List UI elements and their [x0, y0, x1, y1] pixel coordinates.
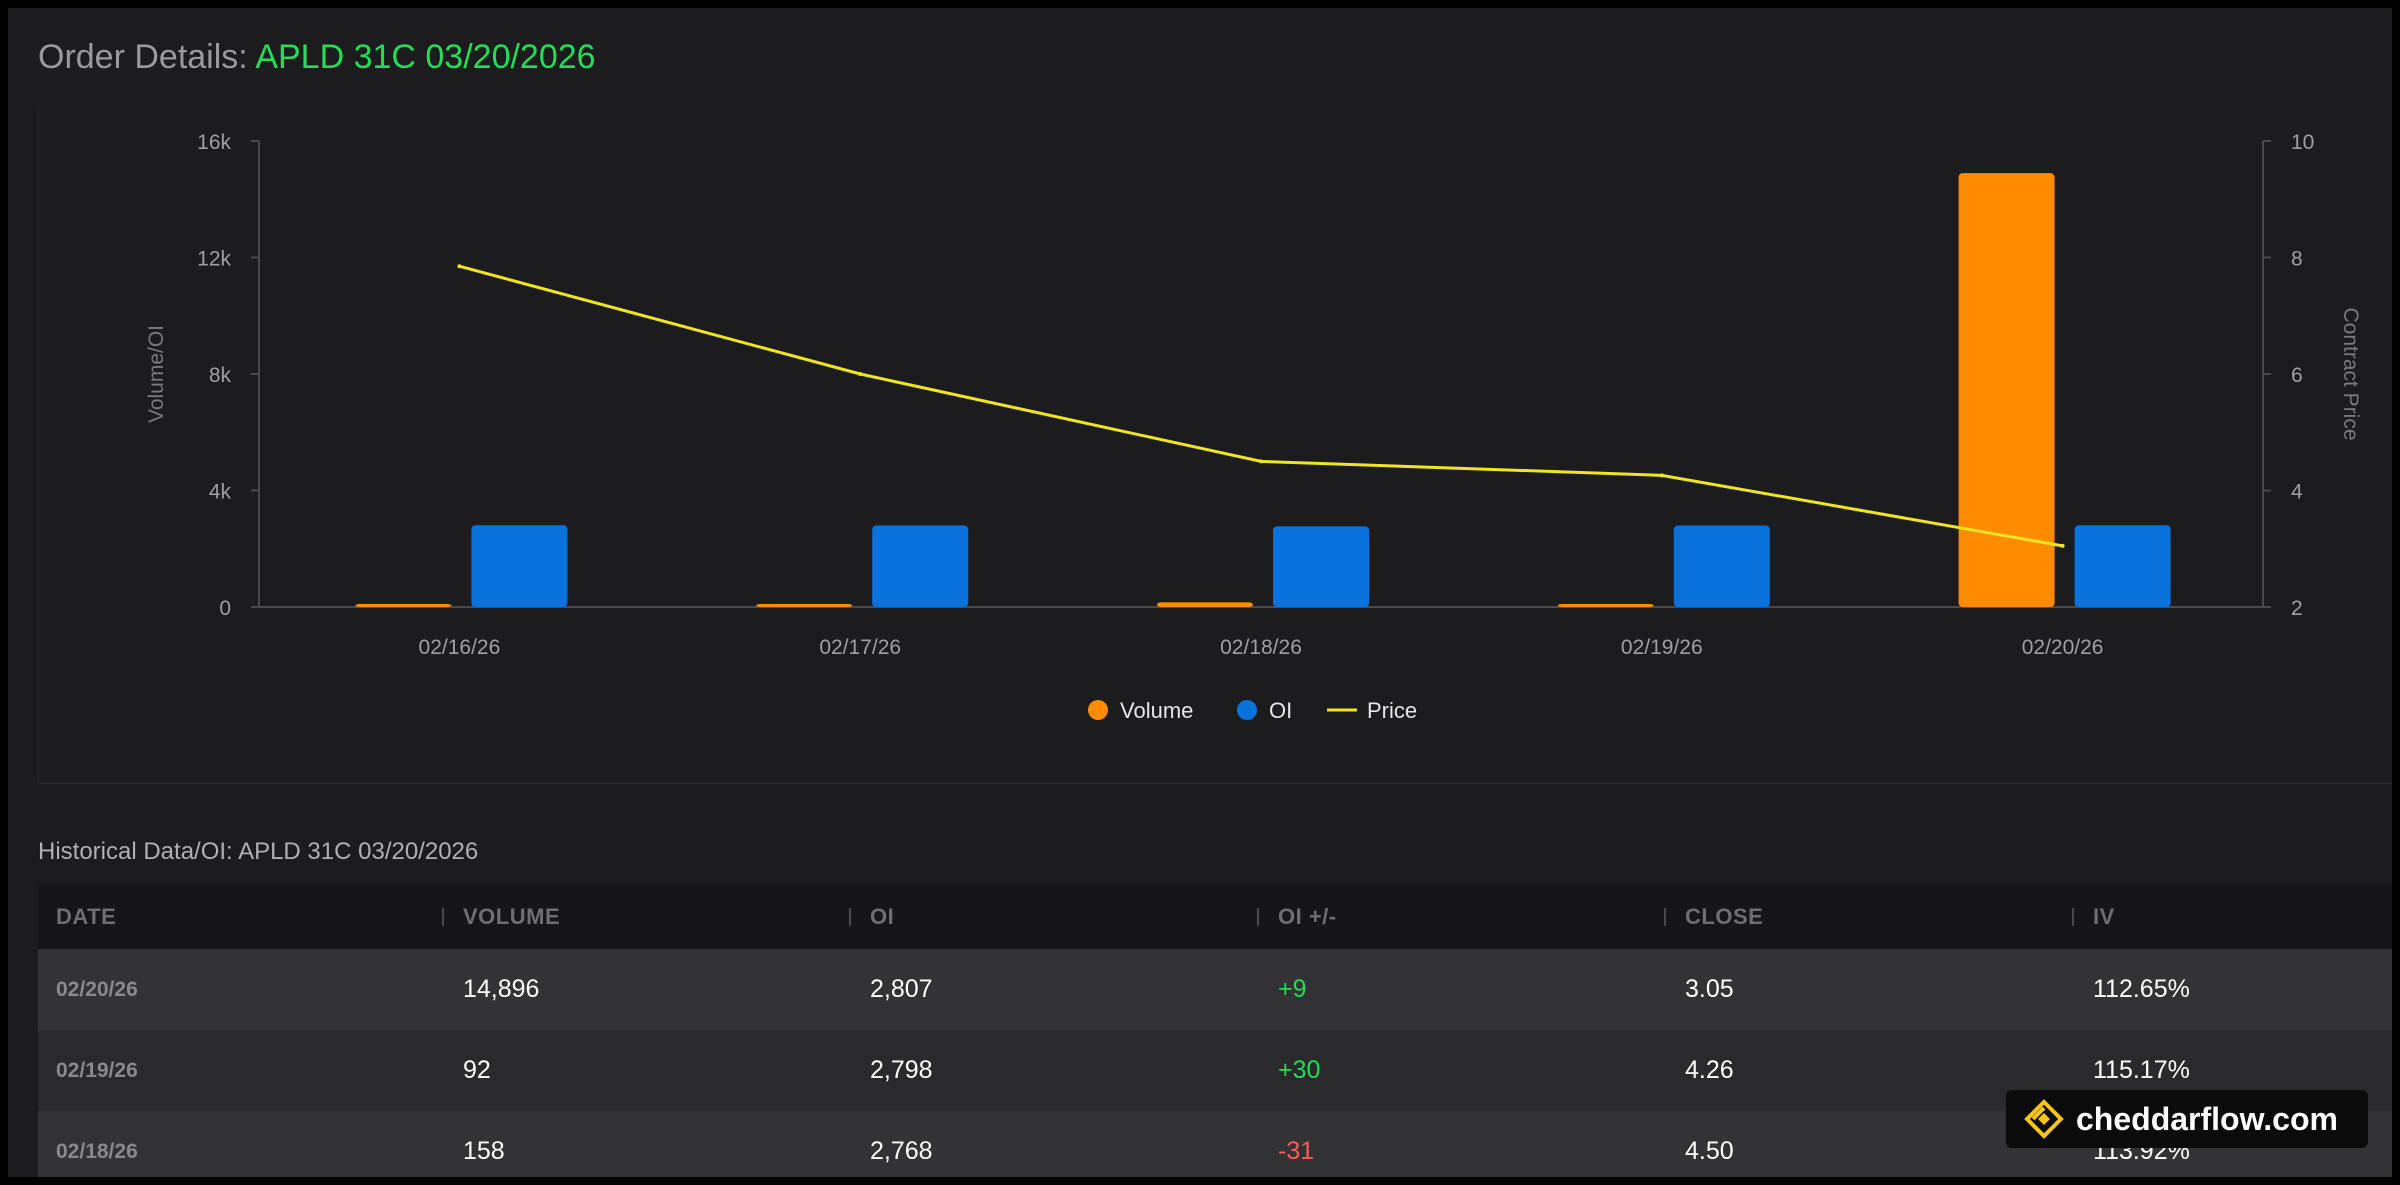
cell-iv: 112.65% [2093, 975, 2190, 1003]
cell-volume: 158 [463, 1137, 505, 1165]
column-resize-handle[interactable] [2072, 908, 2074, 926]
page-title-prefix: Order Details: [38, 38, 256, 76]
column-header-close[interactable]: CLOSE [1685, 904, 1764, 929]
volume-bar[interactable] [1958, 173, 2055, 607]
y2-tick-label: 2 [2291, 597, 2303, 620]
cell-iv: 115.17% [2093, 1056, 2190, 1084]
y-tick-label: 4k [209, 481, 232, 504]
price-line[interactable] [459, 264, 2063, 548]
price-point[interactable] [457, 264, 462, 269]
table-body: 02/20/26 14,896 2,807 +9 3.05 112.65% 02/19/26… [38, 949, 2392, 1177]
oi-bar[interactable] [2074, 525, 2171, 607]
table-header: DATE VOLUME OI OI +/- CLOSE IV [38, 884, 2392, 949]
y2-tick-label: 6 [2291, 364, 2303, 387]
page-title: Order Details: APLD 31C 03/20/2026 [38, 38, 596, 77]
cheddarflow-watermark[interactable]: cheddarflow.com [2006, 1090, 2368, 1148]
cell-date: 02/19/26 [56, 1059, 138, 1082]
cell-close: 4.26 [1685, 1056, 1734, 1084]
cell-oi: 2,807 [870, 975, 933, 1003]
column-header-date[interactable]: DATE [56, 904, 117, 929]
volume-bar[interactable] [1557, 604, 1654, 607]
x-tick-label: 02/19/26 [1621, 636, 1703, 659]
cell-close: 3.05 [1685, 975, 1734, 1003]
cell-oi-change: +30 [1278, 1056, 1321, 1084]
y-tick-label: 16k [197, 131, 231, 154]
y2-tick-label: 4 [2291, 481, 2303, 504]
price-point[interactable] [1659, 473, 1664, 478]
cell-volume: 14,896 [463, 975, 540, 1003]
cell-date: 02/20/26 [56, 978, 138, 1001]
contract-name: APLD 31C 03/20/2026 [255, 38, 596, 76]
y2-tick-label: 8 [2291, 248, 2303, 271]
cell-oi-change: -31 [1278, 1137, 1315, 1165]
history-section-title: Historical Data/OI: APLD 31C 03/20/2026 [38, 838, 479, 865]
column-resize-handle[interactable] [1664, 908, 1666, 926]
oi-bar[interactable] [1673, 525, 1770, 607]
cell-oi-change: +9 [1278, 975, 1307, 1003]
column-header-iv[interactable]: IV [2093, 904, 2115, 929]
y-tick-label: 8k [209, 364, 232, 387]
price-point[interactable] [1259, 459, 1263, 464]
table-row[interactable]: 02/20/26 14,896 2,807 +9 3.05 112.65% [38, 949, 2392, 1030]
y2-axis-title: Contract Price [2339, 307, 2362, 440]
column-resize-handle[interactable] [442, 908, 444, 926]
legend-volume-label[interactable]: Volume [1120, 698, 1193, 723]
cheddarflow-logo-icon [2024, 1099, 2064, 1139]
price-point[interactable] [858, 372, 863, 376]
legend-price-label[interactable]: Price [1367, 698, 1417, 723]
cell-oi: 2,798 [870, 1056, 933, 1084]
price-point[interactable] [2060, 543, 2065, 548]
cell-oi: 2,768 [870, 1137, 933, 1165]
x-tick-label: 02/20/26 [2022, 636, 2104, 659]
history-table: DATE VOLUME OI OI +/- CLOSE IV 02/20/26 14,896… [38, 884, 2392, 1177]
cell-close: 4.50 [1685, 1137, 1734, 1165]
chart-panel: 0 4k 8k 12k 16k 2 4 6 8 10 Volume/OI Contract Price… [38, 108, 2392, 784]
y-tick-label: 0 [219, 597, 231, 620]
y2-tick-label: 10 [2291, 131, 2314, 154]
x-tick-label: 02/17/26 [819, 636, 901, 659]
volume-bar[interactable] [355, 604, 452, 607]
volume-bar[interactable] [756, 604, 853, 607]
legend-oi-label[interactable]: OI [1269, 698, 1292, 723]
column-header-oi[interactable]: OI +/- [1278, 904, 1337, 929]
oi-bar[interactable] [872, 525, 969, 607]
x-tick-label: 02/18/26 [1220, 636, 1302, 659]
x-tick-label: 02/16/26 [419, 636, 501, 659]
y-tick-label: 12k [197, 248, 231, 271]
legend-volume-swatch[interactable] [1088, 700, 1108, 720]
table-row[interactable]: 02/18/26 158 2,768 -31 4.50 113.92% [38, 1111, 2392, 1177]
table-row[interactable]: 02/19/26 92 2,798 +30 4.26 115.17% [38, 1030, 2392, 1111]
y-axis-title: Volume/OI [145, 325, 168, 423]
cell-volume: 92 [463, 1056, 491, 1084]
volume-oi-price-chart: 0 4k 8k 12k 16k 2 4 6 8 10 Volume/OI Contract Price… [145, 131, 2362, 723]
watermark-text: cheddarflow.com [2076, 1100, 2338, 1137]
column-header-volume[interactable]: VOLUME [463, 904, 561, 929]
volume-bar[interactable] [1157, 602, 1253, 607]
legend-oi-swatch[interactable] [1237, 700, 1257, 720]
cell-date: 02/18/26 [56, 1140, 138, 1163]
column-resize-handle[interactable] [849, 908, 851, 926]
oi-bar[interactable] [1273, 526, 1369, 607]
column-header-oi[interactable]: OI [870, 904, 895, 929]
column-resize-handle[interactable] [1257, 908, 1259, 926]
oi-bar[interactable] [471, 525, 568, 607]
